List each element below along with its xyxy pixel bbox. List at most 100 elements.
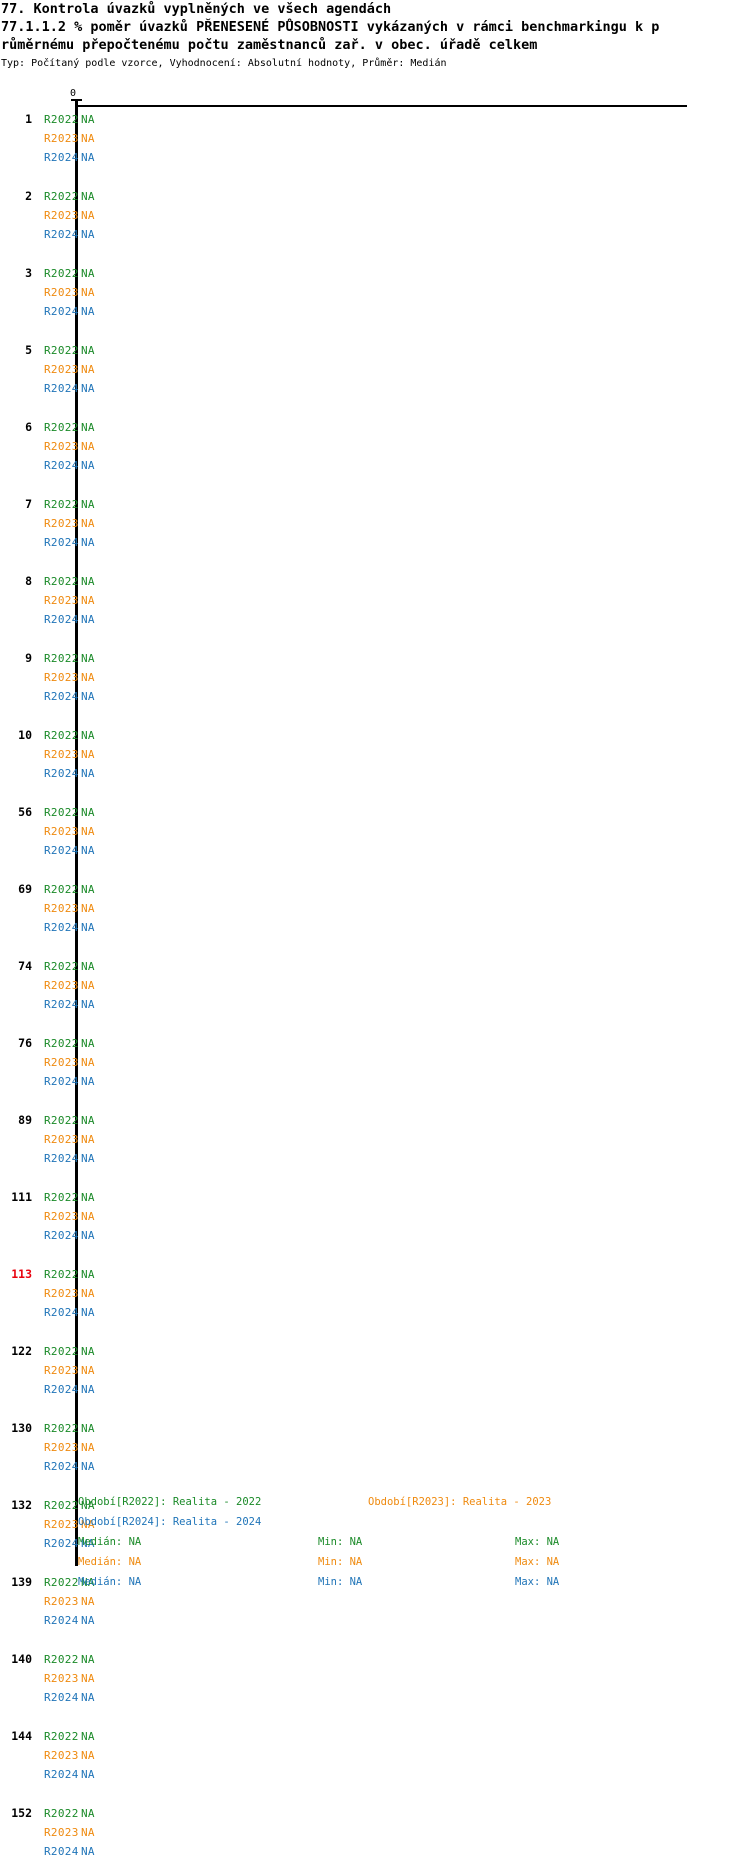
chart-bar-row: 132 R2022 NA xyxy=(0,1496,750,1515)
chart-bar-row: R2023 NA xyxy=(0,1438,750,1457)
bar-value-label: NA xyxy=(81,690,95,703)
bar-value-label: NA xyxy=(81,825,95,838)
chart-bar-row: R2023 NA xyxy=(0,1592,750,1611)
bar-value-label: NA xyxy=(81,209,95,222)
chart-bar-row: R2023 NA xyxy=(0,437,750,456)
row-number-label: 7 xyxy=(25,497,32,511)
axis-vertical-baseline xyxy=(75,101,78,1566)
bar-value-label: NA xyxy=(81,382,95,395)
series-label-r2024: R2024 xyxy=(44,1845,79,1858)
legend-row: Období[R2024]: Realita - 2024 xyxy=(0,1512,750,1532)
chart-bar-row: R2023 NA xyxy=(0,668,750,687)
bar-value-label: NA xyxy=(81,363,95,376)
chart-bar-row: 152 R2022 NA xyxy=(0,1804,750,1823)
series-label-r2023: R2023 xyxy=(44,825,79,838)
chart-bar-row: R2024 NA xyxy=(0,995,750,1014)
series-label-r2023: R2023 xyxy=(44,1672,79,1685)
bar-value-label: NA xyxy=(81,729,95,742)
chart-bar-row: R2023 NA xyxy=(0,1361,750,1380)
series-label-r2022: R2022 xyxy=(44,575,79,588)
bar-value-label: NA xyxy=(81,517,95,530)
bar-value-label: NA xyxy=(81,228,95,241)
statistic-min: Min: NA xyxy=(318,1536,363,1548)
chart-bar-row: 89 R2022 NA xyxy=(0,1111,750,1130)
series-label-r2023: R2023 xyxy=(44,902,79,915)
bar-value-label: NA xyxy=(81,1807,95,1820)
row-number-label: 9 xyxy=(25,651,32,665)
chart-bar-row: R2024 NA xyxy=(0,687,750,706)
row-number-label: 139 xyxy=(11,1575,32,1589)
bar-value-label: NA xyxy=(81,1210,95,1223)
chart-bar-row: R2024 NA xyxy=(0,1226,750,1245)
series-label-r2023: R2023 xyxy=(44,1364,79,1377)
series-label-r2022: R2022 xyxy=(44,1345,79,1358)
series-label-r2022: R2022 xyxy=(44,960,79,973)
chart-bar-row: 5 R2022 NA xyxy=(0,341,750,360)
series-label-r2024: R2024 xyxy=(44,1383,79,1396)
series-label-r2023: R2023 xyxy=(44,1826,79,1839)
bar-value-label: NA xyxy=(81,113,95,126)
row-number-label: 1 xyxy=(25,112,32,126)
legend-item: Období[R2023]: Realita - 2023 xyxy=(368,1496,552,1508)
bar-value-label: NA xyxy=(81,421,95,434)
series-label-r2022: R2022 xyxy=(44,421,79,434)
series-label-r2024: R2024 xyxy=(44,1460,79,1473)
chart-bar-row: R2023 NA xyxy=(0,1823,750,1842)
series-label-r2023: R2023 xyxy=(44,748,79,761)
bar-value-label: NA xyxy=(81,1518,95,1531)
axis-zero-tick-label: 0 xyxy=(70,88,77,99)
chart-bar-row: R2024 NA xyxy=(0,148,750,167)
series-label-r2022: R2022 xyxy=(44,1114,79,1127)
chart-bar-row: R2023 NA xyxy=(0,1130,750,1149)
chart-bar-row: R2024 NA xyxy=(0,533,750,552)
statistic-min: Min: NA xyxy=(318,1576,363,1588)
series-label-r2023: R2023 xyxy=(44,363,79,376)
series-label-r2024: R2024 xyxy=(44,459,79,472)
series-label-r2024: R2024 xyxy=(44,1152,79,1165)
row-number-label: 2 xyxy=(25,189,32,203)
bar-value-label: NA xyxy=(81,902,95,915)
series-label-r2024: R2024 xyxy=(44,767,79,780)
series-label-r2022: R2022 xyxy=(44,1653,79,1666)
chart-subtitle: Typ: Počítaný podle vzorce, Vyhodnocení:… xyxy=(1,58,447,69)
series-label-r2022: R2022 xyxy=(44,883,79,896)
series-label-r2024: R2024 xyxy=(44,382,79,395)
series-label-r2023: R2023 xyxy=(44,132,79,145)
bar-value-label: NA xyxy=(81,1345,95,1358)
chart-bar-row: 8 R2022 NA xyxy=(0,572,750,591)
bar-value-label: NA xyxy=(81,1133,95,1146)
series-label-r2022: R2022 xyxy=(44,498,79,511)
chart-bar-row: R2024 NA xyxy=(0,379,750,398)
chart-bar-row: 56 R2022 NA xyxy=(0,803,750,822)
bar-value-label: NA xyxy=(81,1306,95,1319)
chart-bar-row: R2023 NA xyxy=(0,283,750,302)
bar-value-label: NA xyxy=(81,883,95,896)
chart-bar-row: 76 R2022 NA xyxy=(0,1034,750,1053)
legend-row: Období[R2022]: Realita - 2022 Období[R202… xyxy=(0,1492,750,1512)
series-label-r2022: R2022 xyxy=(44,1730,79,1743)
chart-bar-row: 74 R2022 NA xyxy=(0,957,750,976)
chart-bar-row: R2024 NA xyxy=(0,1765,750,1784)
chart-footer: Období[R2022]: Realita - 2022 Období[R202… xyxy=(0,1492,750,1592)
series-label-r2022: R2022 xyxy=(44,267,79,280)
chart-statistics: Medián: NA Min: NA Max: NA Medián: NA Min: N… xyxy=(0,1532,750,1592)
bar-value-label: NA xyxy=(81,1037,95,1050)
chart-bar-row: 10 R2022 NA xyxy=(0,726,750,745)
statistic-max: Max: NA xyxy=(515,1556,560,1568)
chart-bar-row: R2023 NA xyxy=(0,1515,750,1534)
bar-value-label: NA xyxy=(81,286,95,299)
series-label-r2022: R2022 xyxy=(44,113,79,126)
row-number-label: 3 xyxy=(25,266,32,280)
series-label-r2023: R2023 xyxy=(44,286,79,299)
bar-value-label: NA xyxy=(81,1229,95,1242)
chart-bar-row: R2023 NA xyxy=(0,899,750,918)
statistics-row: Medián: NA Min: NA Max: NA xyxy=(0,1552,750,1572)
bar-value-label: NA xyxy=(81,1114,95,1127)
chart-bar-row: R2024 NA xyxy=(0,1303,750,1322)
bar-value-label: NA xyxy=(81,1576,95,1589)
series-label-r2022: R2022 xyxy=(44,729,79,742)
chart-bar-row: R2023 NA xyxy=(0,745,750,764)
row-number-label: 10 xyxy=(18,728,32,742)
bar-value-label: NA xyxy=(81,748,95,761)
page-title-line-3: růměrnému přepočtenému počtu zaměstnanců… xyxy=(1,37,538,53)
